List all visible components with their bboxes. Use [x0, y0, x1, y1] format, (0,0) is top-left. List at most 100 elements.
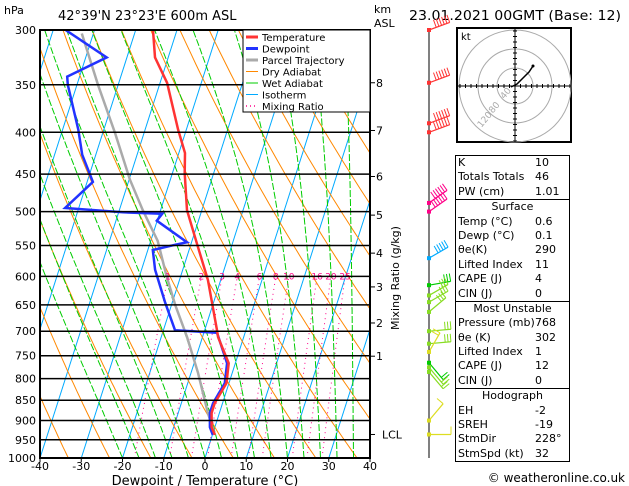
mixing-ratio-label: 2 [199, 272, 205, 282]
index-label: Lifted Index [458, 257, 523, 271]
pressure-tick-label: 1000 [8, 452, 36, 465]
wind-barb [427, 328, 441, 354]
x-tick-label: -10 [155, 460, 173, 473]
wind-barb [427, 67, 451, 85]
mixing-ratio-label: 4 [234, 272, 240, 282]
index-row: Lifted Index 1 [458, 345, 567, 359]
pressure-tick-label: 700 [15, 325, 36, 338]
index-row: StmSpd (kt) 32 [458, 447, 567, 461]
index-value: 302 [535, 330, 556, 344]
index-label: CIN (J) [458, 286, 493, 300]
x-tick-label: -40 [31, 460, 49, 473]
index-value: 0.6 [535, 214, 553, 228]
km-tick-label: 5 [376, 209, 383, 222]
index-label: θe(K) [458, 243, 488, 257]
km-tick-label: 1 [376, 350, 383, 363]
pressure-tick-label: 650 [15, 299, 36, 312]
legend-label: Dewpoint [262, 45, 310, 56]
pressure-tick-label: 950 [15, 434, 36, 447]
wind-barb [427, 398, 444, 423]
wind-barb [427, 360, 450, 381]
dry-adiabat-line [267, 30, 370, 205]
hodograph-point [531, 64, 535, 68]
index-value: 768 [535, 316, 556, 330]
x-tick-label: -20 [114, 460, 132, 473]
index-value: 0 [535, 373, 542, 387]
index-value: 0 [535, 286, 542, 300]
index-label: StmSpd (kt) [458, 446, 524, 460]
km-tick-label: 2 [376, 317, 383, 330]
dry-adiabat-line [40, 306, 110, 458]
index-label: Dewp (°C) [458, 228, 515, 242]
index-row: PW (cm) 1.01 [458, 185, 567, 199]
parcel-trajectory-line [80, 33, 217, 436]
wind-barb [427, 283, 449, 305]
x-tick-label: 30 [322, 460, 336, 473]
index-row: Dewp (°C) 0.1 [458, 229, 567, 243]
isotherm-line [40, 30, 178, 458]
index-value: 12 [535, 359, 549, 373]
section-title: Hodograph [482, 389, 543, 403]
mixing-ratio-line [306, 276, 332, 458]
footer-credit: © weatheronline.co.uk [488, 471, 625, 485]
km-tick-label: 4 [376, 247, 383, 260]
wind-barb [427, 117, 451, 135]
isotherm-line [0, 30, 12, 458]
index-row: θe(K) 290 [458, 243, 567, 257]
legend-label: Mixing Ratio [262, 102, 324, 113]
mixing-ratio-axis-label: Mixing Ratio (g/kg) [389, 226, 402, 330]
dry-adiabat-line [296, 30, 370, 154]
pressure-tick-label: 800 [15, 373, 36, 386]
index-value: 0.1 [535, 228, 553, 242]
pressure-tick-label: 450 [15, 168, 36, 181]
index-label: CIN (J) [458, 373, 493, 387]
dry-adiabat-line [40, 394, 69, 458]
index-row: SREH -19 [458, 418, 567, 432]
mixing-ratio-label: 6 [257, 272, 263, 282]
pressure-tick-label: 300 [15, 24, 36, 37]
index-row: EH -2 [458, 404, 567, 418]
isotherm-line [80, 30, 219, 458]
wind-barb [427, 291, 447, 314]
km-tick-label: 7 [376, 124, 383, 137]
indices-section: Hodograph EH -2 SREH -19 StmDir 228° StmSpd (kt… [455, 388, 570, 463]
index-value: 290 [535, 243, 556, 257]
wind-barb [427, 426, 452, 437]
index-label: EH [458, 403, 474, 417]
index-value: 32 [535, 446, 549, 460]
dewpoint-line [62, 30, 229, 436]
location-title: 42°39'N 23°23'E 600m ASL [58, 9, 237, 24]
index-row: CAPE (J) 4 [458, 272, 567, 286]
legend-label: Dry Adiabat [262, 68, 321, 79]
mixing-ratio-label: 25 [339, 272, 350, 282]
index-label: StmDir [458, 432, 497, 446]
wind-barb [427, 14, 451, 32]
index-row: CIN (J) 0 [458, 374, 567, 388]
legend-label: Wet Adiabat [262, 79, 323, 90]
index-row: Totals Totals 46 [458, 170, 567, 184]
index-row: Lifted Index 11 [458, 258, 567, 272]
x-tick-label: 10 [239, 460, 253, 473]
index-label: Temp (°C) [458, 214, 513, 228]
km-tick-label: 6 [376, 170, 383, 183]
x-tick-label: 20 [281, 460, 295, 473]
hodograph-trace [510, 65, 534, 88]
km-unit: km [374, 3, 391, 16]
section-title: Surface [491, 200, 534, 214]
wind-barb [427, 321, 452, 334]
index-label: CAPE (J) [458, 272, 503, 286]
index-label: PW (cm) [458, 184, 505, 198]
index-label: Totals Totals [458, 170, 525, 184]
km-tick-label: LCL [382, 428, 403, 441]
index-value: 1 [535, 345, 542, 359]
wind-barb [427, 108, 451, 126]
pressure-tick-label: 600 [15, 270, 36, 283]
index-value: 46 [535, 170, 549, 184]
indices-section: Most Unstable Pressure (mb) 768 θe (K) 302 Li… [455, 300, 570, 389]
legend-label: Parcel Trajectory [262, 56, 345, 67]
index-label: CAPE (J) [458, 359, 503, 373]
index-label: K [458, 156, 466, 169]
